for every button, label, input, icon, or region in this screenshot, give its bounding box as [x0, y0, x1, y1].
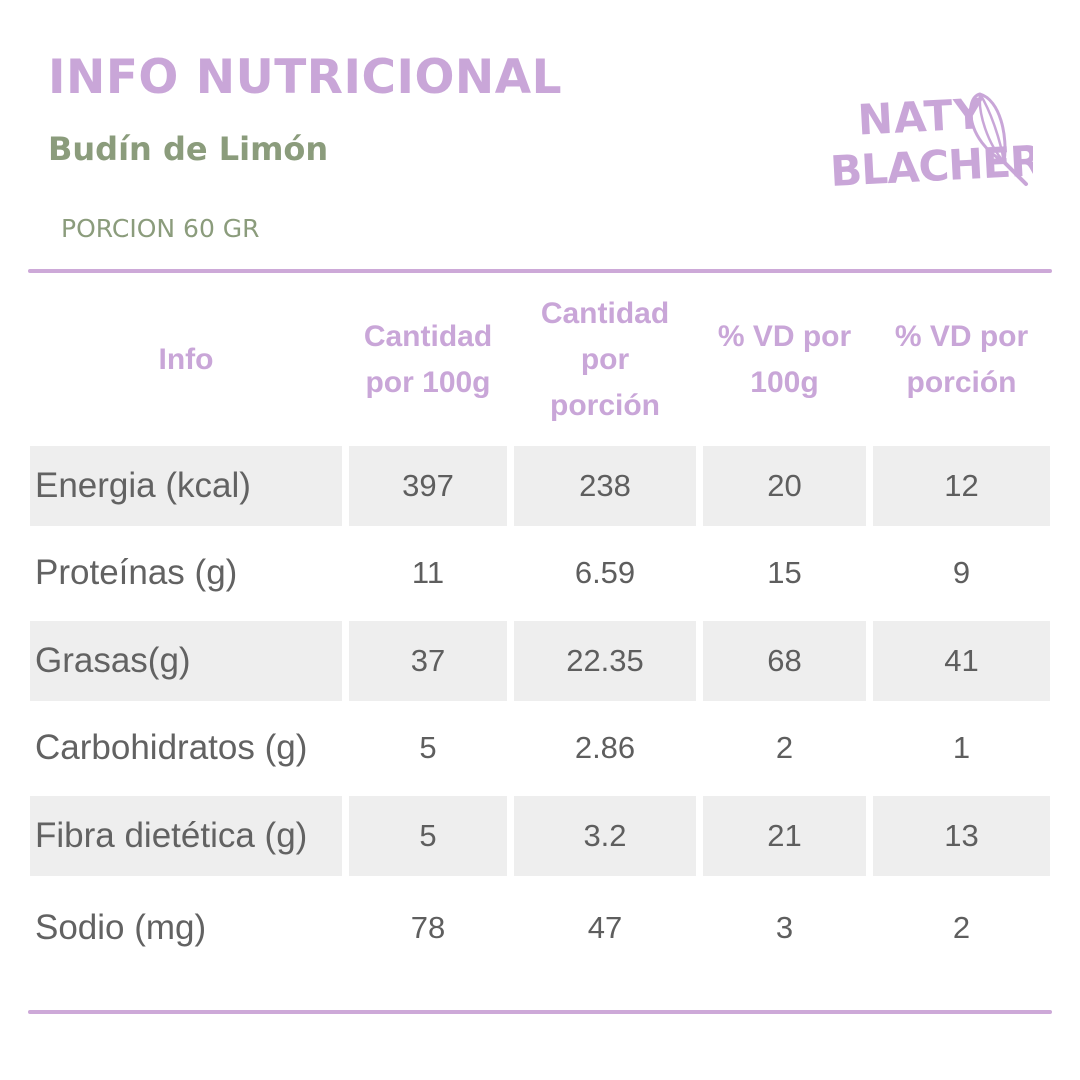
table-cell: 1: [952, 730, 971, 765]
table-cell: 3: [775, 910, 794, 945]
table-cell: 12: [873, 446, 1050, 526]
table-cell: 21: [703, 796, 866, 876]
table-cell: 37: [349, 621, 507, 701]
table-cell: 238: [514, 446, 696, 526]
column-header-per-100g: Cantidad por 100g: [363, 320, 493, 399]
logo-text-line1: NATY: [856, 89, 986, 145]
table-cell: 13: [873, 796, 1050, 876]
table-row-label: Carbohidratos (g): [35, 728, 308, 767]
column-header-info: Info: [158, 343, 214, 376]
whisk-icon: [969, 92, 1028, 186]
table-cell: 9: [952, 555, 971, 590]
table-cell: 15: [767, 555, 802, 590]
page-title: INFO NUTRICIONAL: [48, 50, 563, 105]
product-name: Budín de Limón: [48, 130, 329, 168]
table-cell: 11: [411, 555, 445, 590]
table-cell: 68: [703, 621, 866, 701]
table-cell: 2: [775, 730, 794, 765]
table-cell: 5: [349, 796, 507, 876]
table-cell: 6.59: [574, 555, 636, 590]
bottom-divider: [28, 1010, 1052, 1014]
table-cell: 20: [703, 446, 866, 526]
brand-logo: NATY BLACHER: [829, 89, 1033, 189]
table-cell: 5: [419, 730, 437, 765]
table-cell: 47: [587, 910, 623, 945]
table-cell: 22.35: [514, 621, 696, 701]
table-cell: 2: [952, 910, 971, 945]
column-header-vd-100g: % VD por 100g: [717, 320, 852, 399]
table-cell: 41: [873, 621, 1050, 701]
logo-text-line2: BLACHER: [829, 136, 1033, 189]
table-row-label: Fibra dietética (g): [30, 796, 342, 876]
table-row-label: Grasas(g): [30, 621, 342, 701]
table-cell: 3.2: [514, 796, 696, 876]
column-header-per-portion: Cantidad por porción: [540, 297, 670, 422]
table-cell: 78: [410, 910, 446, 945]
table-row-label: Sodio (mg): [35, 908, 207, 947]
table-row-label: Proteínas (g): [35, 553, 238, 592]
table-row-label: Energia (kcal): [30, 446, 342, 526]
table-cell: 397: [349, 446, 507, 526]
top-divider: [28, 269, 1052, 273]
column-header-vd-portion: % VD por porción: [894, 320, 1029, 399]
portion-size: PORCION 60 GR: [61, 214, 260, 243]
table-cell: 2.86: [574, 730, 636, 765]
